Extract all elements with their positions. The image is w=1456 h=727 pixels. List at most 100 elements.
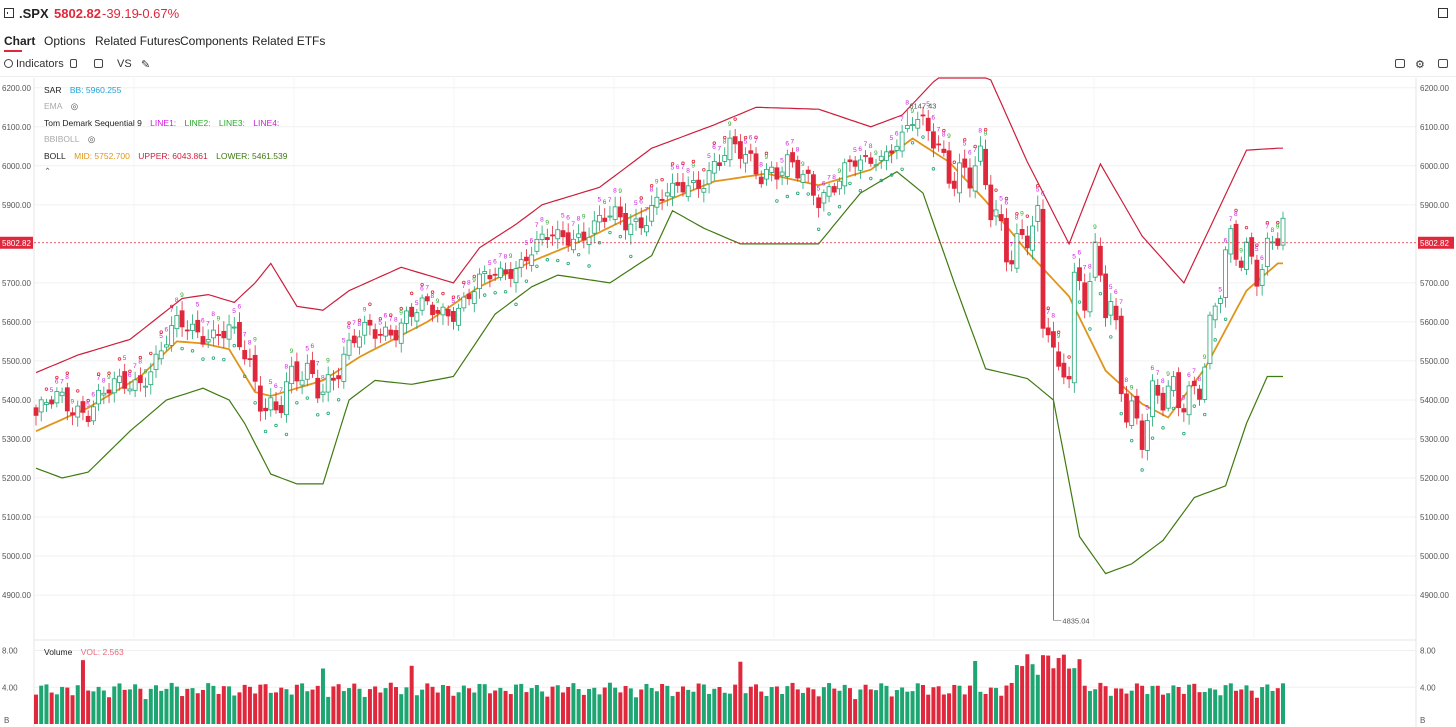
volume-bar: [1187, 684, 1192, 724]
legend-ema[interactable]: EMA ◎: [44, 101, 84, 112]
candle-body: [451, 310, 456, 322]
candle-body: [680, 182, 686, 193]
volume-bar: [154, 685, 159, 724]
tab-related-futures[interactable]: Related Futures: [95, 34, 181, 48]
candle-body: [779, 171, 785, 176]
volume-bar: [1218, 695, 1223, 724]
symbol-icon[interactable]: [4, 8, 14, 18]
td-count-label: 9: [290, 348, 294, 355]
indicators-button[interactable]: Indicators: [16, 58, 64, 70]
sar-dot: [451, 295, 456, 299]
candle-body: [310, 360, 315, 375]
legend-td: Tom Demark Sequential 9 LINE1: LINE2: LI…: [44, 118, 285, 128]
tab-related-etfs[interactable]: Related ETFs: [252, 34, 326, 48]
volume-bar: [341, 691, 346, 724]
td-count-label: 6: [968, 149, 972, 156]
candle-body: [252, 354, 258, 382]
legend-bbiboll[interactable]: BBIBOLL ◎: [44, 134, 101, 145]
draw-pencil-icon[interactable]: ✎: [141, 59, 151, 71]
sar-dot: [796, 191, 800, 196]
square-tool-icon[interactable]: [94, 59, 103, 68]
td-count-label: 7: [133, 363, 137, 370]
candle-body: [404, 310, 409, 324]
sar-dot: [848, 181, 852, 186]
candle-body: [638, 217, 644, 229]
y-tick-left: 5900.00: [2, 201, 31, 210]
legend-boll-mid: MID: 5752.700: [74, 151, 130, 161]
hidden-eye-icon[interactable]: ◎: [87, 134, 96, 144]
candle-body: [1035, 205, 1041, 222]
volume-bar: [221, 686, 226, 724]
td-count-label: 6: [676, 164, 680, 171]
td-count-label: 7: [1229, 216, 1233, 223]
camera-icon[interactable]: [1395, 59, 1405, 68]
td-count-label: 9: [1239, 248, 1243, 255]
td-count-label: 5: [86, 401, 90, 408]
settings-gear-icon[interactable]: ⚙: [1415, 59, 1425, 71]
legend-boll-lower: LOWER: 5461.539: [216, 151, 288, 161]
volume-bar: [1056, 658, 1061, 724]
td-count-label: 5: [451, 298, 455, 305]
volume-bar: [623, 686, 628, 724]
volume-bar: [357, 688, 362, 724]
tab-chart[interactable]: Chart: [4, 34, 36, 48]
sar-dot: [1150, 436, 1155, 440]
td-count-label: 8: [942, 131, 946, 138]
tab-components[interactable]: Components: [180, 34, 249, 48]
td-count-label: 9: [509, 253, 513, 260]
hidden-eye-icon[interactable]: ◎: [70, 101, 79, 111]
volume-bar: [947, 693, 952, 724]
volume-tick-right: 4.00: [1420, 683, 1436, 692]
td-count-label: 9: [838, 168, 842, 175]
volume-bar: [644, 683, 649, 724]
td-count-label: 5: [269, 379, 273, 386]
volume-bar: [722, 692, 727, 724]
td-count-label: 5: [488, 260, 492, 267]
sar-dot: [764, 151, 769, 156]
collapse-chevron-icon[interactable]: ⌃: [44, 166, 52, 176]
tab-options[interactable]: Options: [44, 34, 86, 48]
candle-body: [1118, 315, 1124, 395]
candle-body: [873, 164, 879, 167]
volume-bar: [1087, 690, 1092, 724]
sar-dot: [1077, 300, 1082, 304]
sar-dot: [284, 432, 289, 437]
td-count-label: 5: [524, 240, 528, 247]
candle-body: [670, 182, 675, 198]
candle-body: [226, 324, 232, 340]
candle-body: [268, 397, 274, 411]
candle-body: [174, 315, 180, 330]
candle-body: [664, 192, 670, 197]
candlestick-type-icon[interactable]: [70, 59, 77, 68]
sar-dot: [1276, 220, 1280, 225]
volume-bar: [477, 683, 482, 724]
volume-bar: [1160, 694, 1165, 724]
td-count-label: 8: [540, 217, 544, 224]
td-count-label: 9: [764, 154, 768, 161]
volume-bar: [910, 691, 915, 724]
volume-bar: [133, 684, 138, 724]
candle-body: [1244, 241, 1249, 270]
volume-bar: [680, 686, 685, 724]
td-count-label: 5: [196, 301, 200, 308]
sar-dot: [96, 372, 101, 376]
maximize-icon[interactable]: [1438, 8, 1448, 18]
sar-dot: [149, 351, 153, 356]
compare-button[interactable]: VS: [117, 58, 132, 70]
candle-body: [967, 167, 973, 189]
volume-bar: [347, 688, 352, 724]
volume-bar: [1260, 687, 1265, 724]
candle-body: [894, 145, 900, 151]
volume-bar: [555, 685, 560, 724]
fullscreen-icon[interactable]: [1438, 59, 1448, 68]
volume-bar: [409, 665, 414, 724]
candle-body: [1233, 223, 1239, 260]
volume-bar: [540, 691, 545, 724]
td-count-label: 5: [853, 147, 857, 154]
volume-bar: [80, 660, 85, 724]
td-count-label: 9: [984, 130, 988, 137]
td-count-label: 5: [159, 333, 163, 340]
legend-boll-name: BOLL: [44, 151, 66, 161]
y-tick-right: 5200.00: [1420, 474, 1449, 483]
